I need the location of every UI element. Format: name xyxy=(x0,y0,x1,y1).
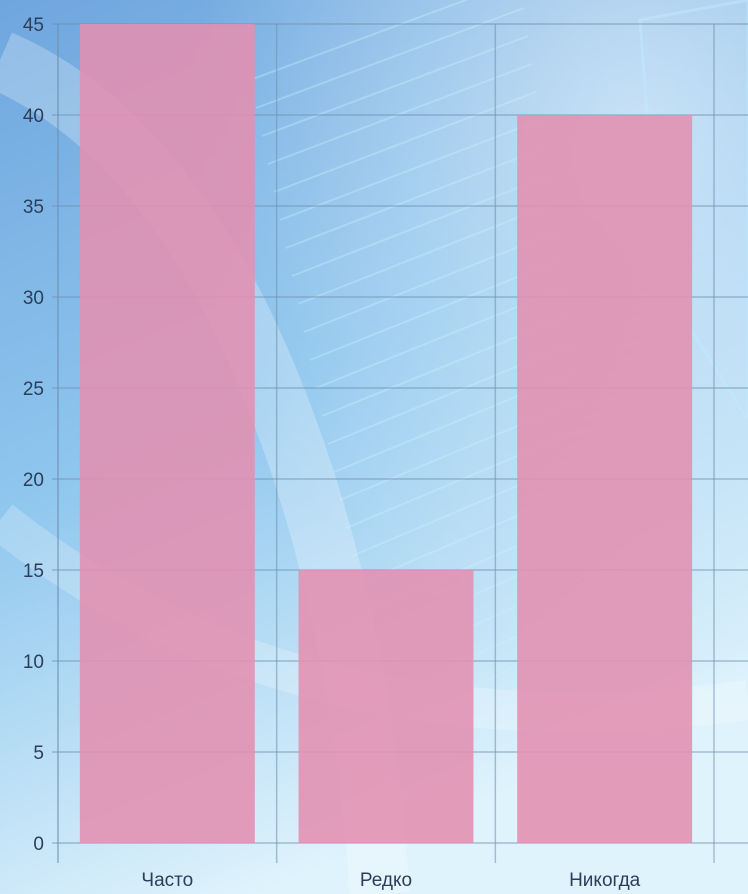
bar xyxy=(517,115,693,843)
decorative-streak xyxy=(303,231,557,333)
y-tick-label: 35 xyxy=(23,197,44,218)
decorative-streak xyxy=(249,0,469,81)
decorative-streak xyxy=(285,147,545,249)
y-tick-label: 20 xyxy=(23,470,44,491)
bars-layer xyxy=(79,24,693,843)
y-tick-label: 0 xyxy=(33,834,44,855)
bar xyxy=(298,570,474,843)
bar xyxy=(79,24,255,843)
decorative-streak xyxy=(291,175,549,277)
axis-layer: 0 5 10 15 20 25 30 35 40 45 Часто Редко Никогда xyxy=(23,15,641,891)
y-tick-label: 30 xyxy=(23,288,44,309)
y-tick-label: 10 xyxy=(23,652,44,673)
y-tick-label: 40 xyxy=(23,106,44,127)
x-tick-label: Никогда xyxy=(569,870,641,891)
decorative-streak xyxy=(297,203,553,305)
y-tick-label: 45 xyxy=(23,15,44,36)
decorative-streak xyxy=(261,35,529,137)
x-tick-label: Часто xyxy=(141,870,193,891)
decorative-streak xyxy=(273,91,537,193)
x-tick-label: Редко xyxy=(360,870,412,891)
y-tick-label: 15 xyxy=(23,561,44,582)
y-tick-label: 5 xyxy=(33,743,44,764)
y-tick-label: 25 xyxy=(23,379,44,400)
decorative-streak xyxy=(267,63,533,165)
decorative-streak xyxy=(279,119,541,221)
